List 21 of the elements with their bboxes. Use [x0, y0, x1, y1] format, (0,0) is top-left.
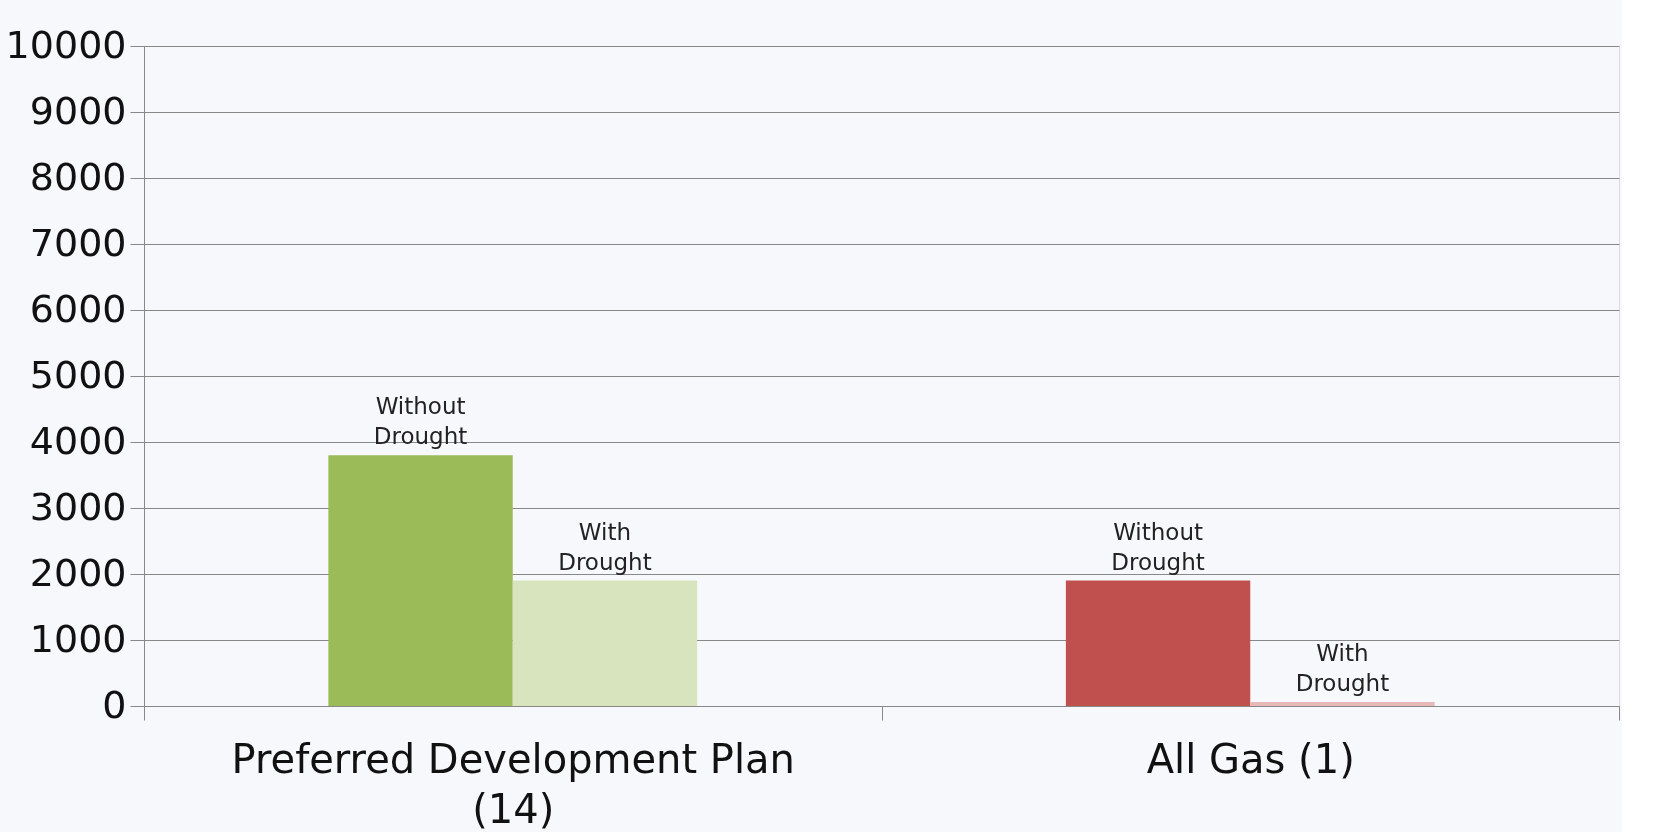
text: Without Drought	[1111, 518, 1205, 575]
x-tick-label: All Gas (1)	[1146, 735, 1355, 782]
y-tick-label: 8000	[29, 154, 127, 199]
y-tick-label: 5000	[29, 352, 127, 397]
y-tick-label: 4000	[29, 418, 127, 463]
bar	[1250, 702, 1435, 706]
x-tick-label: Preferred Development Plan (14)	[231, 735, 795, 832]
y-tick-label: 9000	[29, 88, 127, 133]
y-tick-label: 3000	[29, 484, 127, 529]
bar	[328, 455, 513, 706]
y-tick-label: 7000	[29, 220, 127, 265]
y-tick-label: 1000	[29, 616, 127, 661]
y-tick-label: 6000	[29, 286, 127, 331]
text: With Drought	[1295, 640, 1390, 697]
y-tick-label: 2000	[29, 550, 127, 595]
series-label: Without Drought	[373, 393, 468, 450]
y-tick-label: 10000	[5, 22, 127, 67]
bar	[1065, 580, 1251, 706]
y-tick-label: 0	[102, 682, 127, 727]
bar	[512, 580, 698, 706]
series-label: With Drought	[558, 518, 652, 575]
